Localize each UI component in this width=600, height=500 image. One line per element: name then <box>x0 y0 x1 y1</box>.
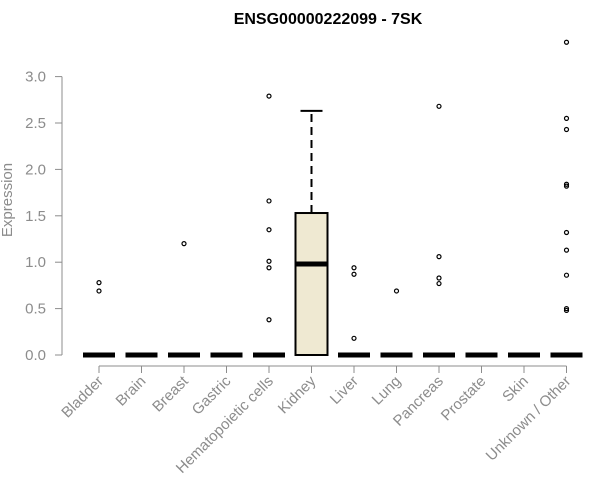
outlier-point <box>563 307 570 314</box>
outlier-point <box>563 229 570 236</box>
box-group <box>294 109 329 356</box>
box-group <box>83 280 115 358</box>
box-body <box>294 212 329 356</box>
x-tick-label: Brain <box>113 373 150 410</box>
box-group <box>338 265 370 358</box>
outlier-point <box>266 265 272 271</box>
y-tick-label: 2.5 <box>25 115 46 132</box>
chart-title: ENSG00000222099 - 7SK <box>234 11 423 28</box>
outlier-point <box>181 241 187 247</box>
outlier-point <box>351 265 357 271</box>
box-group <box>253 93 285 358</box>
x-tick-label: Lung <box>369 373 405 409</box>
y-tick-label: 1.0 <box>25 254 46 271</box>
outlier-point <box>563 39 570 45</box>
y-tick-label: 3.0 <box>25 69 46 86</box>
outlier-point <box>563 247 570 253</box>
box-group <box>380 288 413 358</box>
outlier-point <box>563 306 570 312</box>
x-tick-label: Skin <box>499 373 532 406</box>
outlier-point <box>266 227 272 233</box>
outlier-point <box>96 280 102 286</box>
y-tick-label: 1.5 <box>25 208 46 225</box>
outlier-point <box>266 258 272 264</box>
y-axis: 0.0 0.5 1.0 1.5 2.0 2.5 3.0 <box>25 69 63 364</box>
x-tick-label: Breast <box>149 372 192 415</box>
outlier-point <box>563 115 570 121</box>
y-tick-label: 0.0 <box>25 347 46 364</box>
outlier-point <box>393 288 400 294</box>
boxes <box>83 39 583 358</box>
x-tick-label: Kidney <box>275 372 320 417</box>
outlier-point <box>351 335 357 341</box>
box-group <box>550 39 583 358</box>
x-tick-label: Bladder <box>58 373 107 422</box>
outlier-point <box>563 126 570 133</box>
outlier-point <box>436 254 442 260</box>
x-tick-label: Prostate <box>438 373 490 425</box>
y-tick-label: 2.0 <box>25 161 46 178</box>
y-axis-title: Expression <box>0 163 16 237</box>
outlier-point <box>563 181 570 187</box>
outlier-point <box>266 317 272 323</box>
outlier-point <box>563 272 570 278</box>
outlier-point <box>436 275 442 281</box>
outlier-point <box>266 93 272 99</box>
outlier-point <box>436 280 442 287</box>
outlier-point <box>351 271 357 277</box>
outlier-point <box>436 103 442 109</box>
x-tick-label: Liver <box>327 373 362 408</box>
box-group <box>423 103 455 358</box>
box-group <box>168 241 200 358</box>
outlier-point <box>563 183 570 189</box>
outlier-point <box>266 198 272 204</box>
y-tick-label: 0.5 <box>25 301 46 318</box>
outlier-point <box>96 288 102 294</box>
